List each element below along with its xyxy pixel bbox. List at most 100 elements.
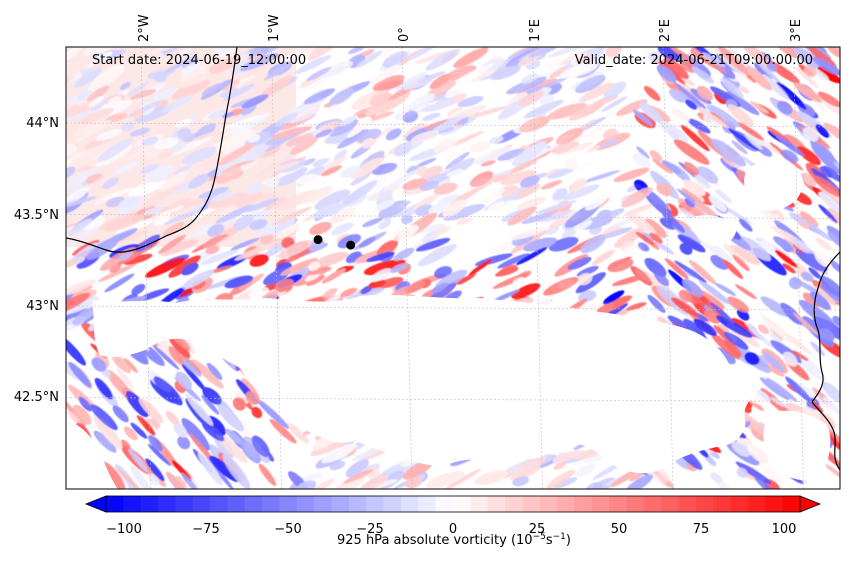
vorticity-cell	[742, 47, 771, 67]
vorticity-cell	[549, 236, 579, 252]
vorticity-cell	[747, 444, 769, 464]
vorticity-cell	[328, 118, 359, 137]
vorticity-cell	[96, 432, 115, 452]
colorbar-segment	[505, 496, 523, 512]
vorticity-cell	[109, 264, 122, 273]
coastline-west	[66, 47, 238, 253]
vorticity-cell	[810, 138, 835, 163]
vorticity-cell	[397, 200, 411, 209]
vorticity-cell	[766, 364, 785, 377]
vorticity-cell	[643, 188, 672, 218]
cb-tick-label: 0	[449, 522, 457, 537]
vorticity-cell	[795, 248, 828, 272]
vorticity-cell	[203, 234, 225, 248]
vorticity-cell	[555, 127, 583, 145]
vorticity-cell	[158, 151, 175, 159]
vorticity-cell	[749, 101, 769, 114]
vorticity-cell	[312, 251, 349, 268]
vorticity-cell	[776, 82, 807, 110]
vorticity-cell	[762, 74, 790, 100]
vorticity-cell	[206, 362, 223, 380]
vorticity-cell	[457, 272, 477, 285]
vorticity-cell	[710, 138, 747, 167]
vorticity-cell	[553, 461, 567, 470]
vorticity-cell	[233, 214, 254, 231]
meridian-line	[662, 47, 674, 489]
vorticity-cell	[340, 165, 360, 178]
vorticity-cell	[258, 463, 277, 486]
vorticity-cell	[647, 294, 666, 313]
vorticity-cell	[390, 221, 414, 238]
vorticity-cell	[644, 257, 667, 277]
vorticity-cell	[322, 288, 338, 299]
vorticity-cell	[182, 269, 215, 290]
vorticity-cell	[828, 435, 840, 452]
vorticity-cell	[210, 192, 236, 202]
vorticity-cell	[815, 237, 832, 251]
vorticity-cell	[714, 282, 737, 296]
vorticity-cell	[321, 444, 357, 464]
vorticity-cell	[731, 441, 751, 457]
vorticity-cell	[232, 397, 246, 411]
vorticity-cell	[445, 468, 482, 489]
vorticity-cell	[95, 129, 123, 141]
vorticity-cell	[366, 111, 395, 122]
vorticity-cell	[309, 221, 332, 235]
vorticity-cell	[217, 405, 244, 432]
vorticity-cell	[130, 465, 154, 489]
vorticity-cell	[108, 95, 122, 107]
vorticity-cell	[118, 195, 142, 209]
lon-tick-2e: 2°E	[658, 19, 673, 42]
vorticity-cell	[703, 309, 721, 324]
vorticity-cell	[717, 47, 750, 76]
vorticity-cell	[143, 51, 164, 64]
vorticity-cell	[761, 465, 787, 485]
vorticity-cell	[818, 204, 838, 223]
vorticity-cell	[269, 419, 297, 444]
vorticity-cell	[245, 390, 260, 405]
vorticity-cell	[577, 272, 593, 286]
vorticity-cell	[760, 296, 790, 317]
vorticity-cell	[744, 352, 760, 365]
vorticity-cell	[174, 118, 193, 128]
vorticity-cell	[405, 476, 423, 488]
vorticity-cell	[667, 47, 696, 66]
vorticity-cell	[377, 277, 404, 289]
colorbar-segment	[331, 496, 350, 512]
vorticity-cell	[566, 142, 593, 153]
vorticity-cell	[802, 127, 819, 142]
vorticity-cell	[516, 247, 548, 265]
vorticity-cell	[201, 421, 225, 442]
vorticity-cell	[205, 245, 220, 255]
colorbar-segment	[643, 496, 662, 512]
vorticity-cell	[120, 439, 131, 450]
vorticity-cell	[124, 253, 153, 265]
vorticity-cell	[215, 129, 253, 152]
colorbar-segment	[765, 496, 784, 512]
colorbar-segment	[279, 496, 298, 512]
vorticity-cell	[598, 227, 633, 240]
vorticity-cell	[687, 118, 711, 134]
vorticity-cell	[235, 192, 263, 208]
vorticity-cell	[785, 333, 812, 355]
vorticity-cell	[803, 65, 817, 78]
vorticity-cell	[66, 196, 97, 209]
vorticity-cell	[685, 99, 698, 110]
vorticity-cell	[189, 433, 215, 464]
colorbar-segment	[106, 496, 124, 512]
vorticity-cell	[445, 81, 469, 99]
site-marker	[346, 240, 356, 250]
vorticity-cell	[154, 70, 168, 83]
vorticity-cell	[553, 477, 578, 489]
vorticity-cell	[279, 52, 306, 63]
vorticity-cell	[115, 218, 153, 234]
vorticity-cell	[296, 173, 319, 186]
vorticity-cell	[415, 204, 434, 217]
vorticity-cell	[509, 226, 550, 241]
vorticity-cell	[775, 135, 805, 157]
vorticity-cell	[112, 405, 129, 423]
colorbar-segment	[713, 496, 731, 512]
vorticity-cell	[78, 396, 92, 412]
colorbar-segment	[296, 496, 315, 512]
vorticity-cell	[680, 125, 710, 152]
